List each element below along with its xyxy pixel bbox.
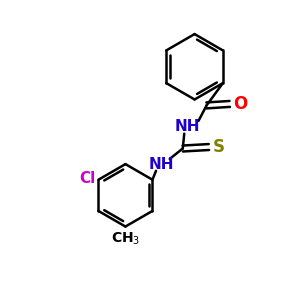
Text: O: O	[233, 95, 248, 113]
Text: Cl: Cl	[79, 171, 95, 186]
Text: NH: NH	[148, 158, 174, 172]
Text: CH$_3$: CH$_3$	[111, 230, 140, 247]
Text: S: S	[212, 138, 224, 156]
Text: NH: NH	[175, 119, 200, 134]
